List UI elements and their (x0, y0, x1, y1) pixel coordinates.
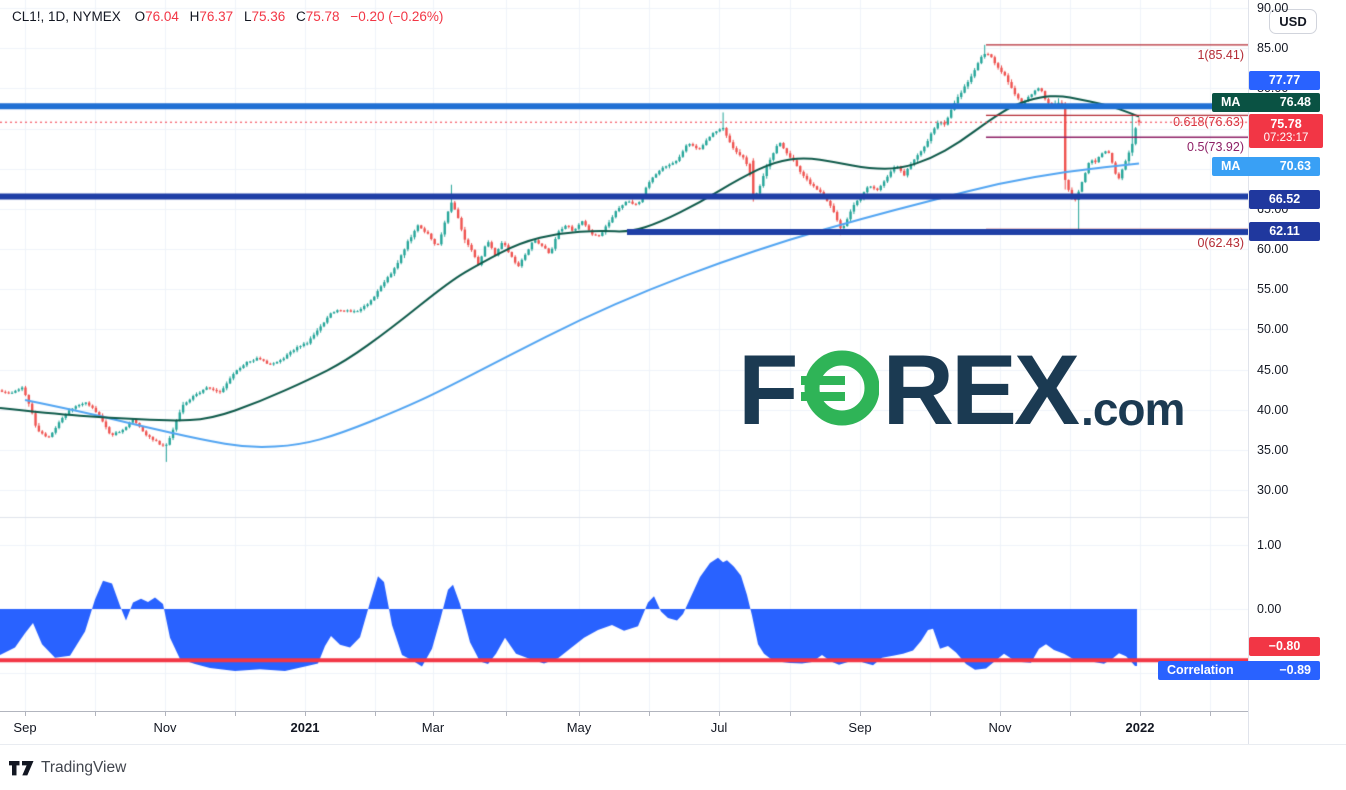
ma-slow-price-label: MA 70.63 (1212, 157, 1320, 176)
time-axis-label: 2021 (290, 720, 320, 735)
currency-toggle-button[interactable]: USD (1269, 9, 1317, 34)
corr-tick-label: 1.00 (1257, 538, 1282, 552)
month-tick (1070, 712, 1071, 716)
month-tick (860, 712, 861, 716)
open-value: O76.04 (134, 9, 179, 24)
tradingview-brand-text: TradingView (41, 759, 127, 776)
last-price: 75.78 (1270, 117, 1302, 131)
price-tick-label: 40.00 (1257, 402, 1289, 417)
month-tick (579, 712, 580, 716)
price-tick-label: 45.00 (1257, 362, 1289, 377)
corr-tick-label: 0.00 (1257, 602, 1282, 616)
month-tick (165, 712, 166, 716)
correlation-value-label: Correlation −0.89 (1158, 661, 1320, 680)
tradingview-logo-icon (9, 760, 34, 775)
month-tick (375, 712, 376, 716)
month-tick (649, 712, 650, 716)
high-value: H76.37 (189, 9, 234, 24)
month-tick (95, 712, 96, 716)
axis-bottom-divider (0, 744, 1346, 745)
close-value: C75.78 (296, 9, 340, 24)
price-tick-label: 90.00 (1257, 1, 1289, 15)
month-tick (506, 712, 507, 716)
correlation-hline-label: −0.80 (1249, 637, 1320, 656)
month-tick (1000, 712, 1001, 716)
fib-label-1: 1(85.41) (1197, 48, 1244, 62)
month-tick (235, 712, 236, 716)
ma-fast-price-label: MA 76.48 (1212, 93, 1320, 112)
time-axis-label: May (566, 720, 592, 735)
time-axis[interactable]: Sep Nov 2021 Mar May Jul Sep Nov 2022 (0, 711, 1346, 744)
price-tick-label: 85.00 (1257, 41, 1289, 56)
time-axis-label: Mar (421, 720, 445, 735)
price-tick-label: 35.00 (1257, 442, 1289, 457)
month-tick (930, 712, 931, 716)
hline-price-label-6652: 66.52 (1249, 190, 1320, 209)
hline-price-label-6211: 62.11 (1249, 222, 1320, 241)
month-tick (1140, 712, 1141, 716)
price-tick-label: 60.00 (1257, 242, 1289, 256)
month-tick (719, 712, 720, 716)
hline-price-label-7777: 77.77 (1249, 71, 1320, 90)
low-value: L75.36 (243, 9, 286, 24)
time-axis-label: Jul (710, 720, 728, 735)
price-tick-label: 50.00 (1257, 322, 1289, 337)
last-price-label: 75.78 07:23:17 (1249, 114, 1323, 148)
symbol-legend: CL1!, 1D, NYMEX O76.04 H76.37 L75.36 C75… (12, 9, 450, 24)
fib-label-0618: 0.618(76.63) (1173, 115, 1244, 129)
time-axis-label: Nov (153, 720, 177, 735)
tradingview-logo[interactable]: TradingView (9, 759, 126, 777)
fib-label-05: 0.5(73.92) (1187, 140, 1244, 154)
time-axis-label: 2022 (1125, 720, 1155, 735)
month-tick (1210, 712, 1211, 716)
month-tick (790, 712, 791, 716)
month-tick (25, 712, 26, 716)
time-axis-label: Sep (848, 720, 872, 735)
chart-canvas[interactable] (0, 0, 1248, 744)
month-tick (305, 712, 306, 716)
footer: TradingView (0, 745, 1346, 790)
symbol-title[interactable]: CL1!, 1D, NYMEX (12, 9, 121, 24)
fib-label-0: 0(62.43) (1197, 236, 1244, 250)
bar-countdown: 07:23:17 (1263, 132, 1309, 144)
price-tick-label: 30.00 (1257, 483, 1289, 497)
change-value: −0.20 (−0.26%) (350, 9, 444, 24)
price-tick-label: 55.00 (1257, 282, 1289, 297)
time-axis-label: Sep (13, 720, 37, 735)
month-tick (433, 712, 434, 716)
time-axis-label: Nov (988, 720, 1012, 735)
